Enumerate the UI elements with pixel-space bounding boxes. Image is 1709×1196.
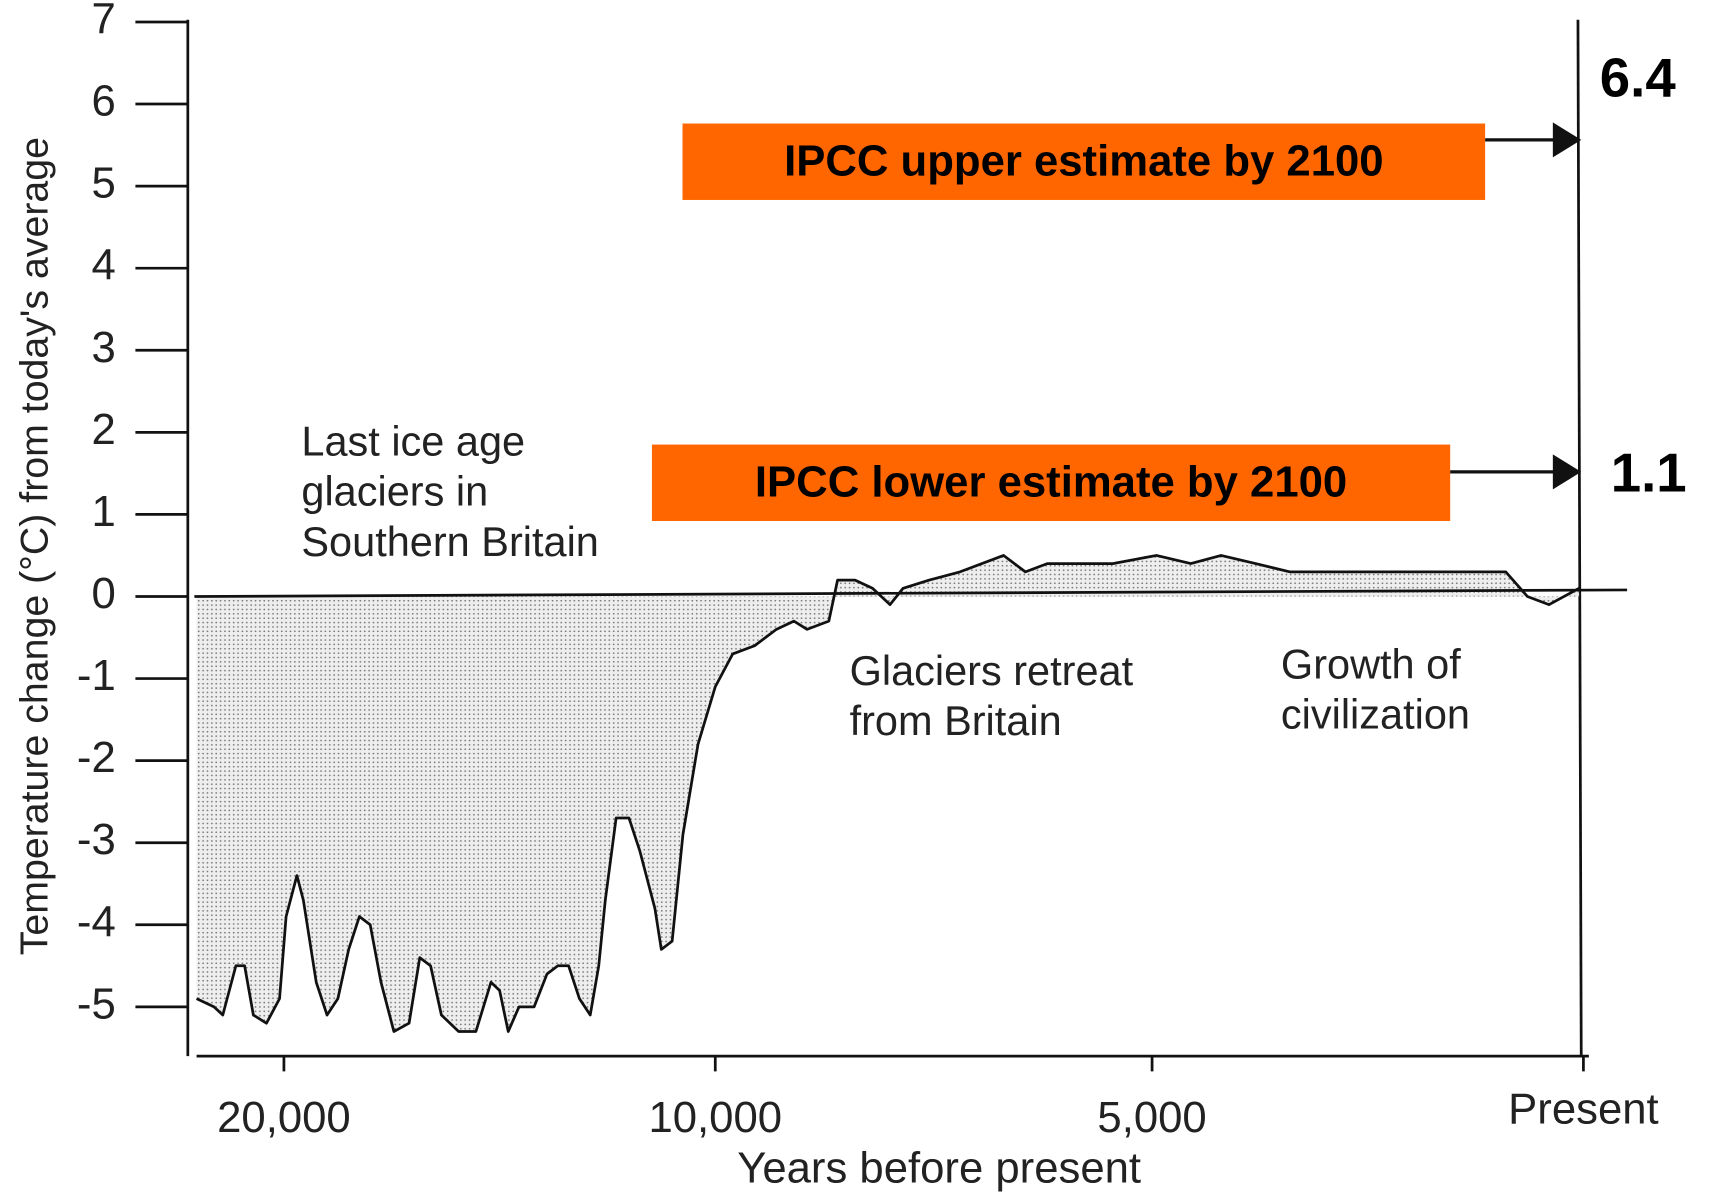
estimate-box	[651, 444, 1451, 522]
y-tick-label: 4	[91, 241, 115, 290]
y-tick-label: -3	[77, 815, 116, 864]
y-tick-label: -4	[77, 897, 116, 946]
line	[195, 554, 1580, 1033]
y-tick-label: 5	[91, 159, 115, 208]
x-axis-label: Years before present	[737, 1143, 1141, 1192]
annotation: from Britain	[850, 697, 1062, 744]
area	[196, 555, 1580, 1032]
y-tick-label: 0	[91, 569, 115, 618]
y-tick-label: -5	[77, 979, 116, 1028]
y-tick-label: 7	[91, 0, 115, 43]
estimate-label: IPCC lower estimate by 2100	[755, 458, 1347, 507]
arrow-head	[1552, 122, 1582, 158]
x-tick-label: Present	[1508, 1084, 1659, 1133]
zero-line	[194, 588, 1628, 598]
y-tick-label: -2	[77, 733, 116, 782]
x-tick-label: 10,000	[648, 1093, 782, 1142]
annotation: Last ice age	[301, 418, 525, 465]
estimate-label: IPCC upper estimate by 2100	[784, 136, 1384, 185]
annotation: glaciers in	[301, 468, 488, 515]
annotation: civilization	[1281, 691, 1470, 738]
arrow-head	[1552, 454, 1582, 490]
y-tick-label: 3	[91, 323, 115, 372]
y-tick-label: 1	[91, 487, 115, 536]
annotation: Southern Britain	[301, 518, 598, 565]
y-tick-label: 6	[91, 77, 115, 126]
annotation: Growth of	[1281, 640, 1461, 687]
y-tick-label: -1	[77, 651, 116, 700]
annotation: Glaciers retreat	[850, 647, 1134, 694]
x-tick-label: 20,000	[217, 1093, 351, 1142]
present-line	[1576, 19, 1583, 1057]
estimate-value: 1.1	[1611, 443, 1687, 504]
estimate-box	[682, 123, 1486, 200]
estimate-value: 6.4	[1600, 47, 1677, 108]
x-tick-label: 5,000	[1097, 1093, 1206, 1142]
y-axis-label: Temperature change (°C) from today's ave…	[13, 137, 57, 955]
y-tick-label: 2	[91, 405, 115, 454]
